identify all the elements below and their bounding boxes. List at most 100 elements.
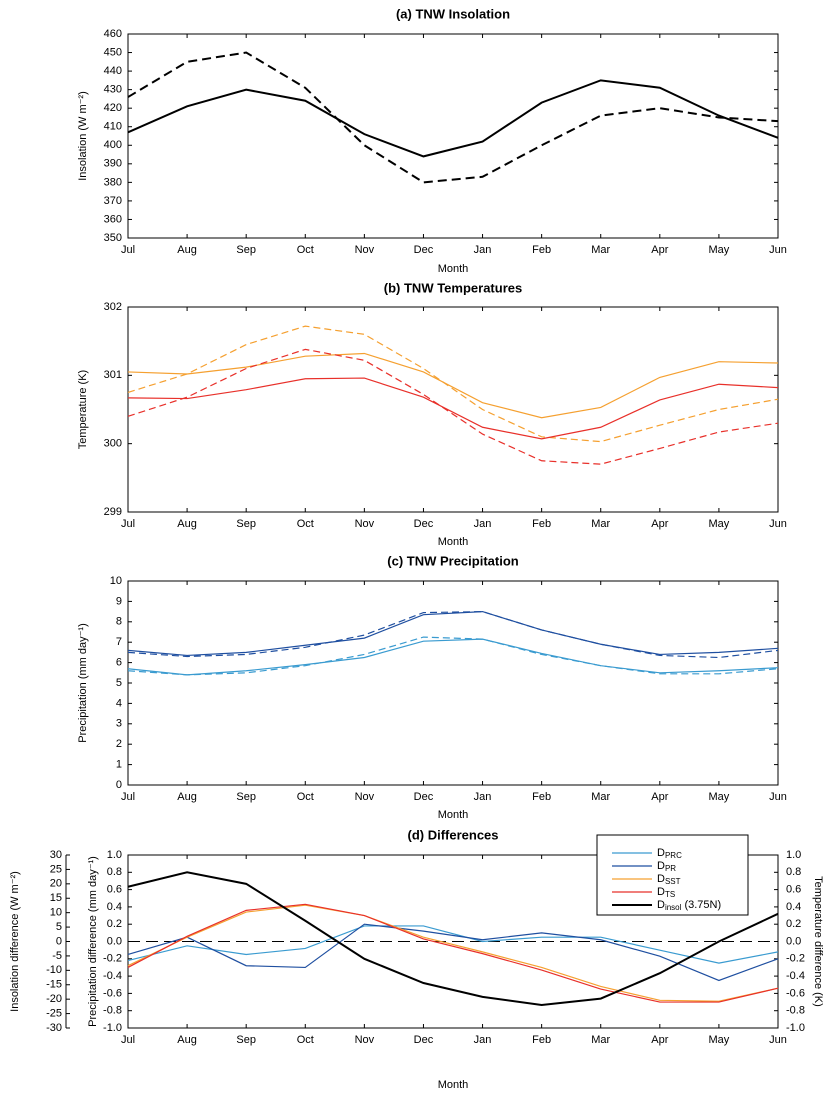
y-tick-label: -0.8 (103, 1005, 122, 1017)
y2-tick-label: -0.2 (786, 953, 805, 965)
y-tick-label: 0.6 (107, 884, 122, 896)
y-tick-label: 302 (104, 301, 122, 313)
x-tick-label: Jun (769, 791, 787, 803)
x-tick-label: Apr (651, 791, 668, 803)
y2-tick-label: 0.8 (786, 866, 801, 878)
y-tick-label: 8 (116, 616, 122, 628)
y-tick-label: 1.0 (107, 849, 122, 861)
legend-sub: insol (665, 903, 682, 912)
y-tick-label: 10 (110, 575, 122, 587)
x-tick-label: Aug (177, 518, 197, 530)
y2-axis-label: Temperature difference (K) (812, 876, 824, 1007)
y-tick-label: 0 (116, 779, 122, 791)
x-tick-label: Aug (177, 244, 197, 256)
legend-sub: PRC (665, 851, 682, 860)
legend-name: D (657, 899, 665, 911)
panel-title: (c) TNW Precipitation (387, 553, 519, 568)
legend-label: DPRC (657, 847, 682, 860)
plot-frame (127, 306, 779, 513)
x-tick-label: Oct (297, 518, 314, 530)
y-tick-label: 5 (116, 677, 122, 689)
y-tick-label: 0.2 (107, 918, 122, 930)
x-tick-label: Jul (121, 518, 135, 530)
x-axis-label: Month (438, 536, 469, 548)
y-tick-label: -0.2 (103, 953, 122, 965)
y-tick-label: -0.4 (103, 970, 122, 982)
panel-title: (b) TNW Temperatures (384, 280, 522, 295)
series-line (127, 610, 779, 659)
y3-tick-label: 30 (50, 849, 62, 861)
series-line (127, 638, 779, 676)
y-tick-label: 7 (116, 636, 122, 648)
y3-tick-label: -15 (46, 979, 62, 991)
x-tick-label: Aug (177, 791, 197, 803)
x-tick-label: Sep (236, 244, 256, 256)
y2-tick-label: 0.2 (786, 918, 801, 930)
x-tick-label: Mar (591, 244, 610, 256)
y-tick-label: 0.4 (107, 901, 122, 913)
x-tick-label: Feb (532, 1034, 551, 1046)
legend-sub: TS (665, 890, 675, 899)
y-axis-label: Precipitation (mm day⁻¹) (77, 623, 89, 743)
legend-box (596, 834, 749, 916)
y3-tick-label: 20 (50, 878, 62, 890)
x-tick-label: May (709, 1034, 730, 1046)
panel: (d) Differences Jul Aug Sep Oct Nov Dec Jan Feb M… (9, 827, 824, 1090)
x-axis-label: Month (438, 809, 469, 821)
series-line (127, 904, 779, 1002)
x-tick-label: Aug (177, 1034, 197, 1046)
y2-tick-label: 0.4 (786, 901, 801, 913)
y2-tick-label: -0.6 (786, 987, 805, 999)
y-axis-label: Precipitation difference (mm day⁻¹) (87, 856, 99, 1027)
y2-tick-label: 0.6 (786, 884, 801, 896)
y-tick-label: 360 (104, 213, 122, 225)
series-line (127, 871, 779, 1006)
x-tick-label: Mar (591, 791, 610, 803)
series-line (127, 79, 779, 158)
y3-tick-label: -25 (46, 1007, 62, 1019)
series-line (127, 610, 779, 657)
y3-tick-label: 15 (50, 892, 62, 904)
legend-name: D (657, 860, 665, 872)
panel-title: (d) Differences (407, 827, 498, 842)
plot-frame (127, 33, 779, 239)
y-tick-label: 350 (104, 232, 122, 244)
x-tick-label: Jun (769, 1034, 787, 1046)
x-tick-label: Apr (651, 244, 668, 256)
y-tick-label: 6 (116, 657, 122, 669)
x-axis-label: Month (438, 263, 469, 275)
x-tick-label: Jan (474, 1034, 492, 1046)
x-tick-label: Dec (414, 791, 434, 803)
y-tick-label: 4 (116, 697, 122, 709)
x-tick-label: Dec (414, 1034, 434, 1046)
y3-axis-label: Insolation difference (W m⁻²) (9, 871, 21, 1012)
x-tick-label: Apr (651, 518, 668, 530)
x-tick-label: Dec (414, 244, 434, 256)
y-tick-label: 0.8 (107, 866, 122, 878)
x-tick-label: Mar (591, 1034, 610, 1046)
y-tick-label: 420 (104, 102, 122, 114)
y-tick-label: 370 (104, 195, 122, 207)
panel-title: (a) TNW Insolation (396, 6, 510, 21)
legend-label: DPR (657, 860, 676, 873)
panel: (a) TNW Insolation Jul Aug Sep Oct Nov Dec Jan F… (77, 6, 787, 274)
x-tick-label: Nov (355, 1034, 375, 1046)
y2-tick-label: 1.0 (786, 849, 801, 861)
x-tick-label: May (709, 244, 730, 256)
x-tick-label: Jul (121, 244, 135, 256)
y-axis-label: Insolation (W m⁻²) (77, 91, 89, 181)
series-line (127, 925, 779, 964)
y-tick-label: 9 (116, 595, 122, 607)
y3-tick-label: 25 (50, 863, 62, 875)
y2-tick-label: -0.8 (786, 1005, 805, 1017)
x-tick-label: Feb (532, 791, 551, 803)
y3-tick-label: -10 (46, 964, 62, 976)
y3-tick-label: -5 (52, 950, 62, 962)
legend-name: D (657, 873, 665, 885)
y-tick-label: 450 (104, 46, 122, 58)
x-tick-label: May (709, 518, 730, 530)
x-tick-label: Jun (769, 518, 787, 530)
series-line (127, 903, 779, 1003)
